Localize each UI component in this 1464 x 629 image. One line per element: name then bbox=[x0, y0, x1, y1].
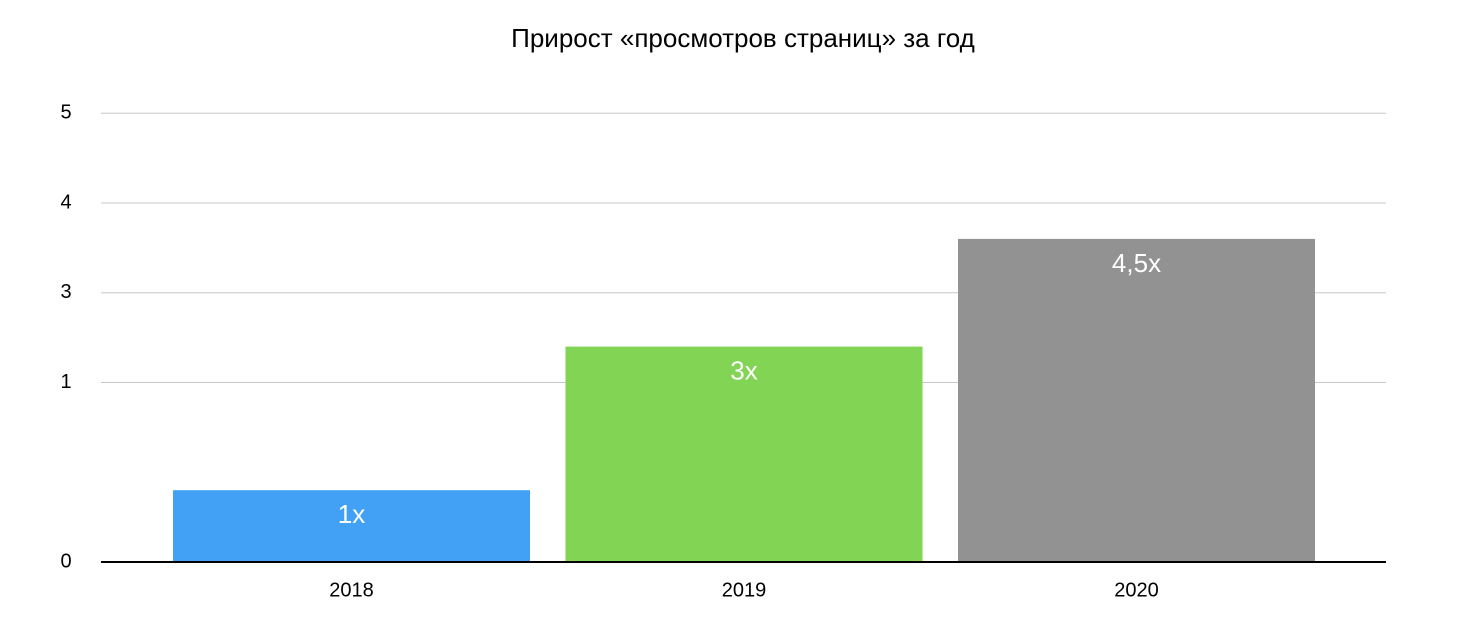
value-label: 3x bbox=[730, 355, 757, 385]
y-tick-label: 0 bbox=[60, 550, 71, 572]
value-label: 4,5x bbox=[1112, 248, 1161, 278]
value-label: 1x bbox=[338, 499, 365, 529]
bar bbox=[565, 346, 923, 562]
bar bbox=[173, 490, 530, 562]
bar bbox=[958, 238, 1315, 562]
y-tick-label: 1 bbox=[60, 371, 71, 393]
y-tick-label: 3 bbox=[60, 281, 71, 303]
y-tick-label: 4 bbox=[60, 191, 71, 213]
x-tick-label: 2018 bbox=[329, 579, 374, 601]
x-tick-label: 2019 bbox=[722, 579, 767, 601]
x-tick-label: 2020 bbox=[1114, 579, 1159, 601]
chart-title: Прирост «просмотров страниц» за год bbox=[511, 23, 975, 53]
y-tick-label: 5 bbox=[60, 102, 71, 124]
